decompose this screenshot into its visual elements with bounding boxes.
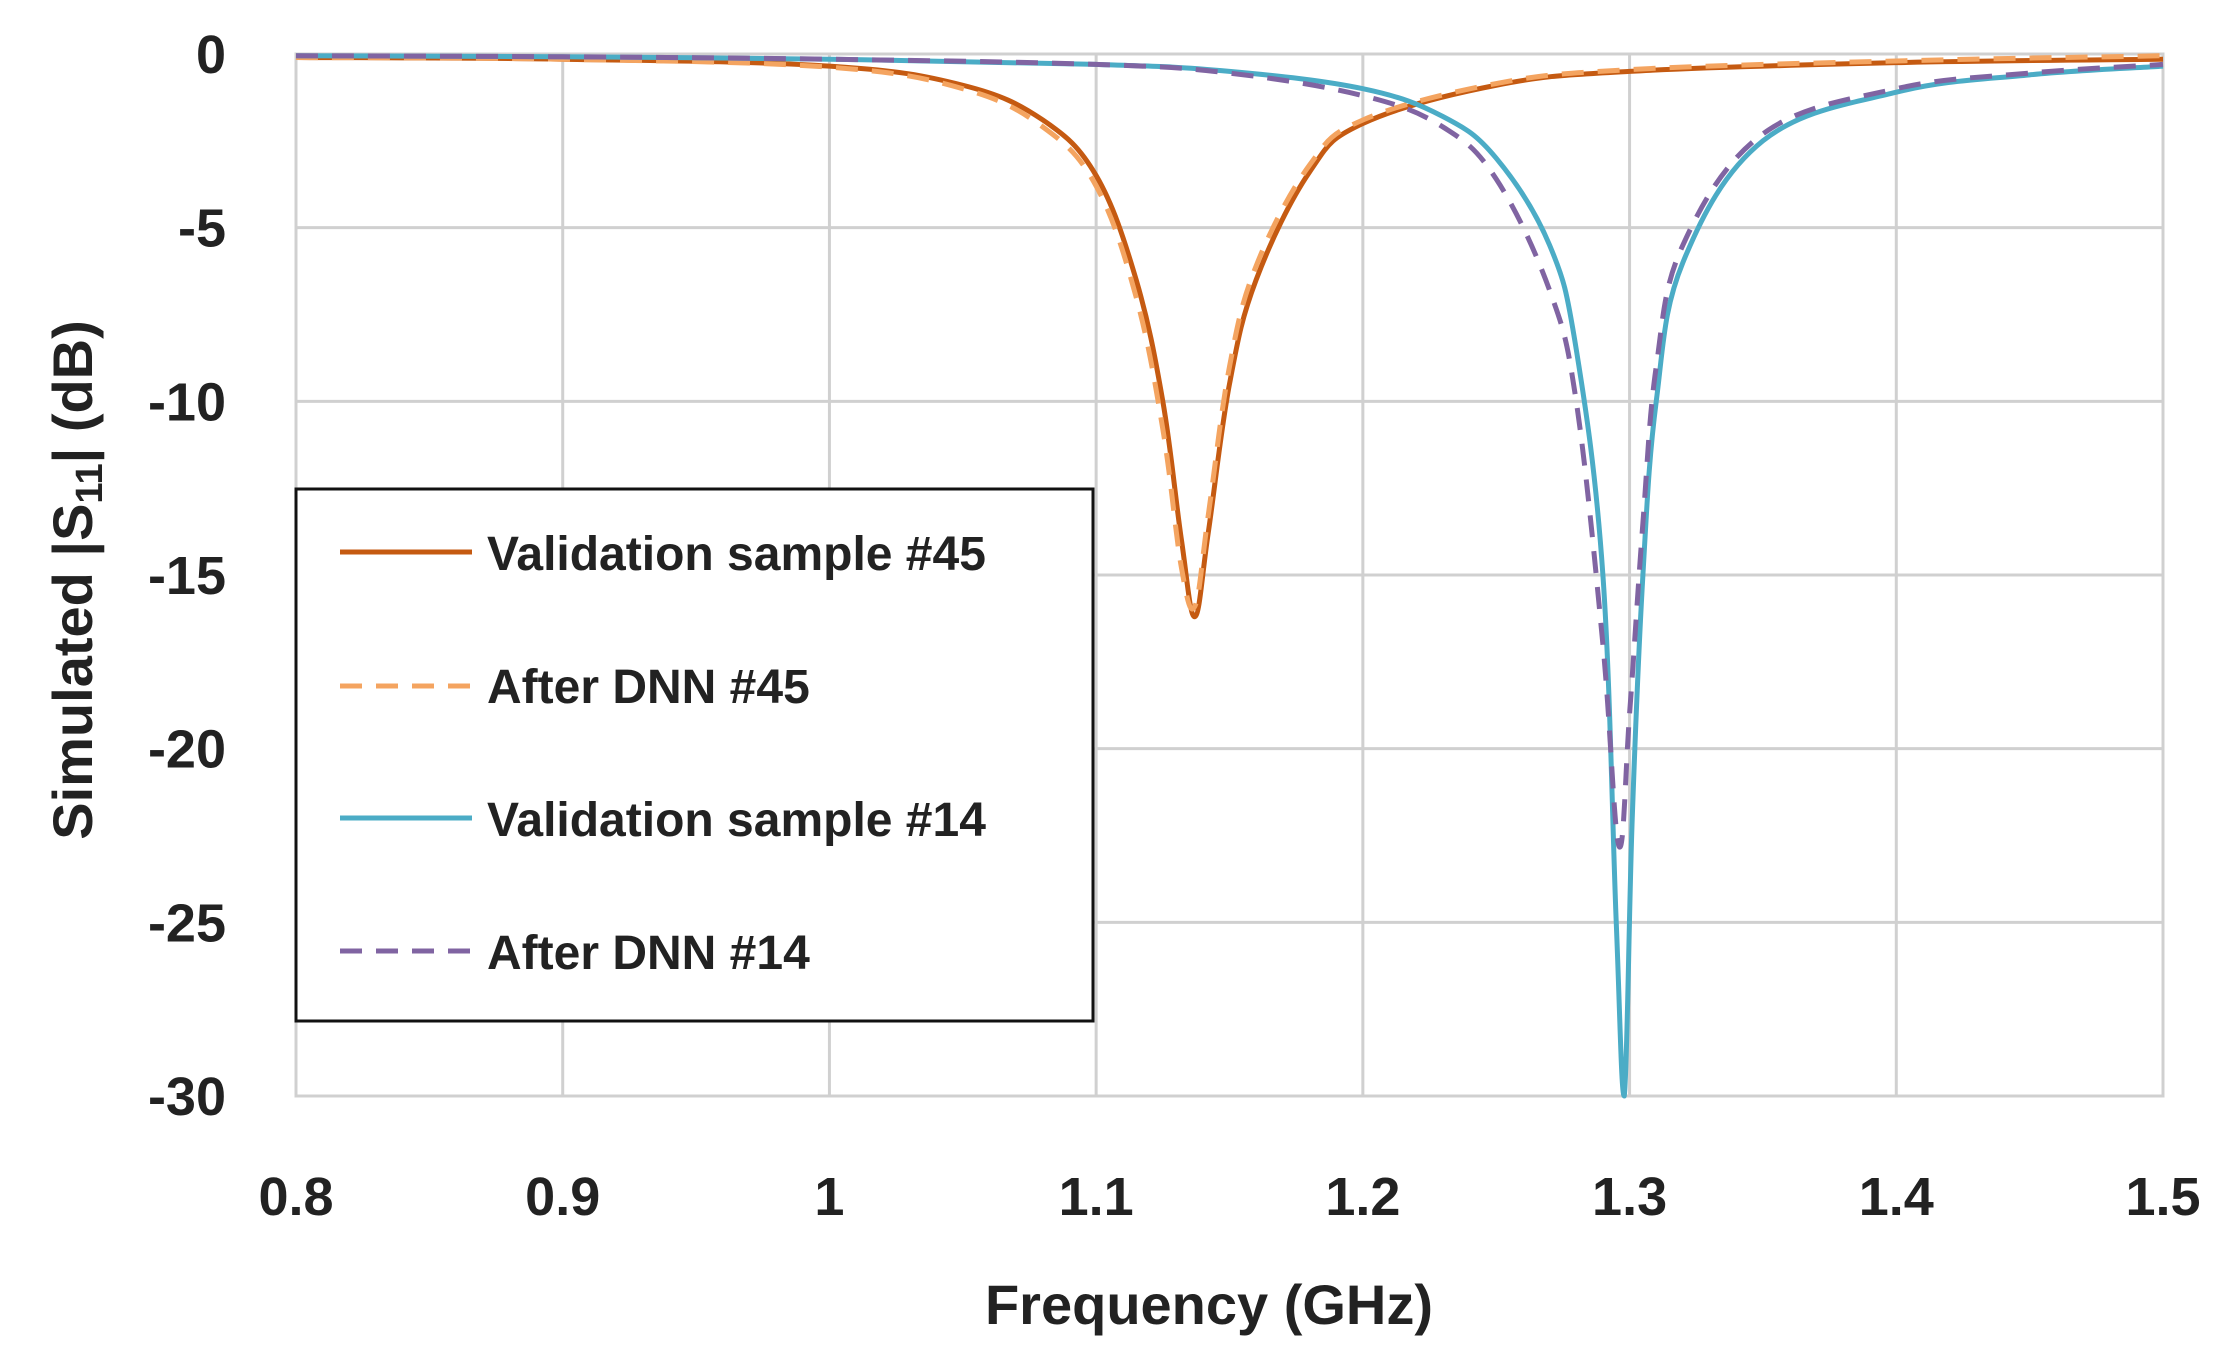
y-tick-label: -15	[148, 546, 226, 606]
series-line-validation-14	[295, 53, 2164, 1099]
y-tick-label: -5	[178, 199, 226, 259]
legend-label-validation-14: Validation sample #14	[487, 794, 986, 847]
y-tick-label: -20	[148, 720, 226, 780]
x-tick-label: 1.1	[1059, 1167, 1134, 1227]
series-lines	[295, 53, 2164, 1099]
x-axis-ticks: 0.8 0.9 1 1.1 1.2 1.3 1.4 1.5	[258, 1167, 2200, 1227]
y-axis-title-subscript: 11	[69, 463, 111, 503]
y-tick-label: -30	[148, 1067, 226, 1127]
legend-label-dnn-14: After DNN #14	[487, 927, 810, 980]
x-tick-label: 1.4	[1859, 1167, 1934, 1227]
legend-label-dnn-45: After DNN #45	[487, 661, 810, 714]
legend-box	[294, 487, 1095, 1023]
y-tick-label: -25	[148, 893, 226, 953]
y-tick-label: 0	[196, 25, 226, 85]
legend-label-validation-45: Validation sample #45	[487, 528, 986, 581]
x-tick-label: 1.3	[1592, 1167, 1667, 1227]
x-tick-label: 1	[814, 1167, 844, 1227]
y-axis-title-main: Simulated |S	[41, 504, 105, 840]
y-axis-title-tail: | (dB)	[41, 320, 105, 463]
y-axis-title: Simulated |S11| (dB)	[41, 320, 111, 840]
x-tick-label: 0.9	[525, 1167, 600, 1227]
series-line-dnn-45	[295, 53, 2164, 612]
legend: Validation sample #45 After DNN #45 Vali…	[294, 487, 1095, 1023]
x-tick-label: 1.5	[2125, 1167, 2200, 1227]
x-axis-title: Frequency (GHz)	[985, 1273, 1433, 1336]
y-axis-ticks: 0 -5 -10 -15 -20 -25 -30	[148, 25, 226, 1127]
x-tick-label: 1.2	[1325, 1167, 1400, 1227]
x-tick-label: 0.8	[258, 1167, 333, 1227]
y-tick-label: -10	[148, 372, 226, 432]
